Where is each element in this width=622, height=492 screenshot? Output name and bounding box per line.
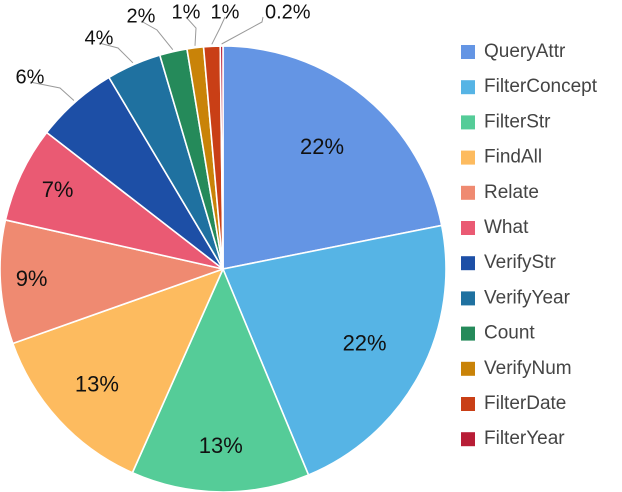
legend-label-verify-year: VerifyYear bbox=[484, 287, 571, 308]
percent-label-filter-concept: 22% bbox=[343, 330, 387, 355]
legend-swatch-query-attr bbox=[461, 45, 475, 59]
leader-verify-year bbox=[98, 42, 134, 64]
leader-count bbox=[140, 20, 174, 51]
slice-find-all bbox=[11, 267, 225, 474]
slice-query-attr bbox=[222, 45, 443, 270]
legend-swatch-filter-str bbox=[461, 115, 475, 130]
slice-filter-year bbox=[219, 45, 224, 270]
legend-label-filter-year: FilterYear bbox=[484, 428, 565, 449]
legend-label-filter-date: FilterDate bbox=[484, 393, 566, 414]
leader-verify-str bbox=[29, 81, 75, 101]
percent-label-verify-year: 4% bbox=[85, 27, 114, 49]
percent-label-verify-num: 1% bbox=[172, 1, 201, 23]
leader-lines bbox=[29, 16, 264, 101]
percent-label-relate: 9% bbox=[16, 266, 48, 291]
legend: QueryAttr FilterConcept FilterStr FindAll Re… bbox=[461, 41, 598, 449]
percent-label-verify-str: 6% bbox=[16, 66, 45, 88]
legend-swatch-verify-year bbox=[461, 291, 475, 306]
legend-label-filter-str: FilterStr bbox=[484, 111, 551, 132]
percent-label-what: 7% bbox=[42, 177, 74, 202]
legend-label-verify-num: VerifyNum bbox=[484, 358, 572, 379]
leader-filter-date bbox=[211, 16, 226, 45]
percent-label-query-attr: 22% bbox=[300, 134, 344, 159]
legend-swatch-filter-year bbox=[461, 432, 475, 447]
legend-swatch-filter-date bbox=[461, 397, 475, 411]
legend-label-what: What bbox=[484, 217, 529, 238]
percent-label-count: 2% bbox=[127, 5, 156, 27]
leader-filter-year bbox=[221, 16, 264, 45]
legend-swatch-filter-concept bbox=[461, 80, 475, 95]
legend-label-query-attr: QueryAttr bbox=[484, 41, 566, 62]
percent-label-filter-date: 1% bbox=[211, 1, 240, 23]
legend-swatch-verify-num bbox=[461, 361, 475, 376]
leader-verify-num bbox=[185, 16, 197, 46]
legend-label-filter-concept: FilterConcept bbox=[484, 76, 598, 97]
legend-swatch-what bbox=[461, 221, 475, 235]
percent-label-find-all: 13% bbox=[75, 371, 119, 396]
legend-swatch-count bbox=[461, 326, 475, 341]
slice-relate bbox=[0, 219, 226, 345]
legend-label-find-all: FindAll bbox=[484, 147, 542, 168]
legend-label-relate: Relate bbox=[484, 182, 539, 203]
legend-swatch-verify-str bbox=[461, 256, 475, 271]
legend-label-verify-str: VerifyStr bbox=[484, 252, 556, 273]
legend-swatch-find-all bbox=[461, 150, 475, 165]
legend-swatch-relate bbox=[461, 185, 475, 200]
pie-slices bbox=[0, 45, 447, 492]
slice-filter-concept bbox=[221, 224, 447, 477]
percent-label-filter-year: 0.2% bbox=[265, 1, 311, 23]
legend-label-count: Count bbox=[484, 323, 535, 344]
percent-labels: 22% 22% 13% 13% 9% 7% 6% 4% 2% 1% 1% 0.2% bbox=[16, 1, 387, 458]
percent-label-filter-str: 13% bbox=[199, 433, 243, 458]
